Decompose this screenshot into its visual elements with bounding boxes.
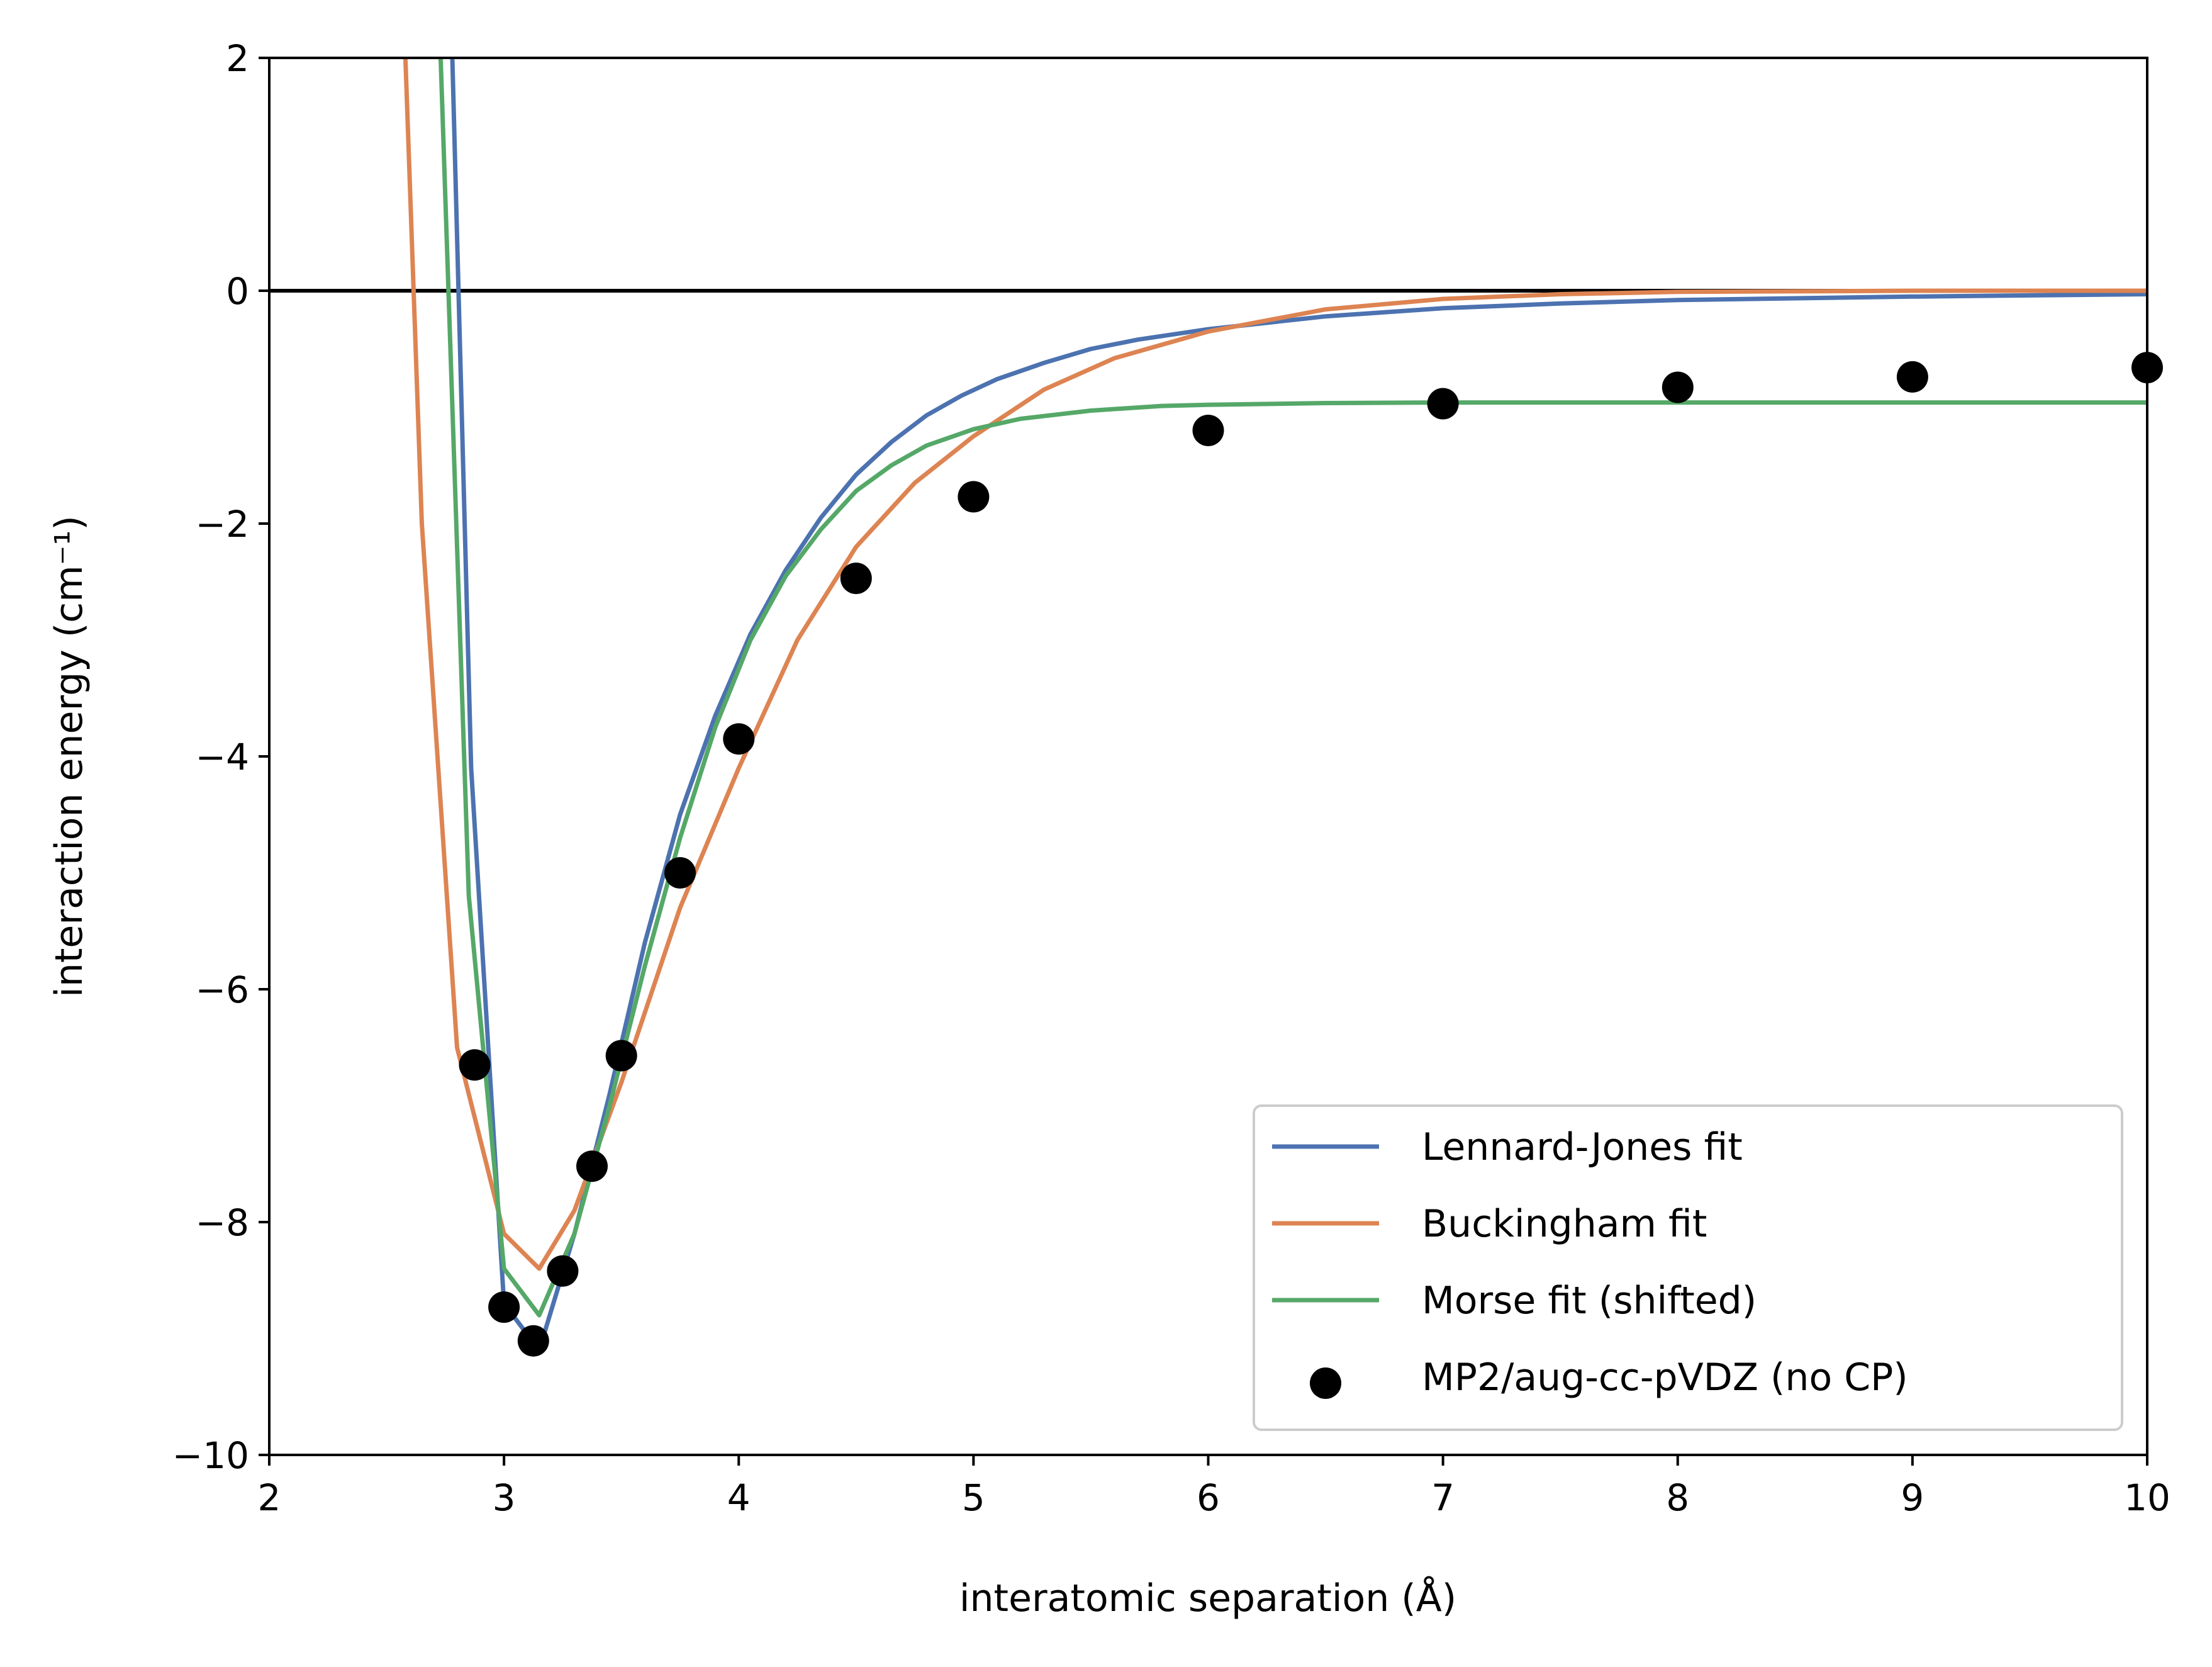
- y-tick-label: 0: [226, 270, 249, 313]
- x-tick-label: 5: [962, 1476, 985, 1519]
- x-tick-label: 10: [2124, 1476, 2170, 1519]
- y-tick-label: 2: [226, 37, 249, 80]
- series-line-morse-fit-shifted: [438, 58, 2147, 1318]
- x-tick-label: 2: [258, 1476, 281, 1519]
- data-point: [517, 1325, 549, 1357]
- data-point: [840, 563, 872, 594]
- data-point: [723, 723, 755, 755]
- legend-label: Lennard-Jones fit: [1422, 1125, 1743, 1169]
- legend-label: Buckingham fit: [1422, 1202, 1707, 1246]
- data-point: [1662, 371, 1694, 403]
- series-line-buckingham-fit: [403, 58, 2147, 1271]
- legend-label: Morse fit (shifted): [1422, 1279, 1757, 1323]
- x-tick-label: 9: [1901, 1476, 1924, 1519]
- y-axis-label: interaction energy (cm⁻¹): [47, 515, 91, 997]
- data-point: [547, 1255, 579, 1287]
- y-tick-label: −10: [172, 1434, 249, 1477]
- series-layer: [269, 58, 2147, 1352]
- y-tick-label: −4: [196, 736, 250, 778]
- data-point: [459, 1049, 491, 1081]
- points-layer: [459, 352, 2163, 1357]
- x-tick-label: 6: [1197, 1476, 1220, 1519]
- y-tick-label: −2: [196, 503, 250, 546]
- data-point: [958, 481, 990, 513]
- y-tick-label: −8: [196, 1201, 250, 1244]
- legend-item-lennard-jones-fit: Lennard-Jones fit: [1272, 1125, 1743, 1169]
- legend-item-buckingham-fit: Buckingham fit: [1272, 1202, 1707, 1246]
- y-tick-label: −6: [196, 968, 250, 1011]
- x-tick-label: 4: [727, 1476, 751, 1519]
- data-point: [1427, 388, 1459, 420]
- legend: Lennard-Jones fit Buckingham fit Morse fit…: [1253, 1104, 2123, 1431]
- x-tick-label: 7: [1431, 1476, 1455, 1519]
- x-axis: 2 3 4 5 6 7 8 9 10: [258, 1455, 2170, 1519]
- data-point: [1192, 415, 1224, 446]
- data-point: [1896, 361, 1928, 393]
- legend-label: MP2/aug-cc-pVDZ (no CP): [1422, 1355, 1908, 1400]
- x-tick-label: 8: [1666, 1476, 1689, 1519]
- legend-swatch: [1310, 1367, 1341, 1399]
- x-axis-label: interatomic separation (Å): [959, 1576, 1456, 1620]
- data-point: [488, 1291, 520, 1323]
- x-tick-label: 3: [493, 1476, 516, 1519]
- legend-item-morse-fit-shifted: Morse fit (shifted): [1272, 1279, 1757, 1323]
- data-point: [576, 1150, 608, 1182]
- data-point: [605, 1040, 637, 1072]
- legend-item-mp2-aug-cc-pvdz-no-cp: MP2/aug-cc-pVDZ (no CP): [1310, 1355, 1908, 1400]
- legend-box: [1253, 1104, 2123, 1431]
- data-point: [664, 857, 696, 889]
- y-axis: 2 0 −2 −4 −6 −8 −10: [172, 37, 269, 1477]
